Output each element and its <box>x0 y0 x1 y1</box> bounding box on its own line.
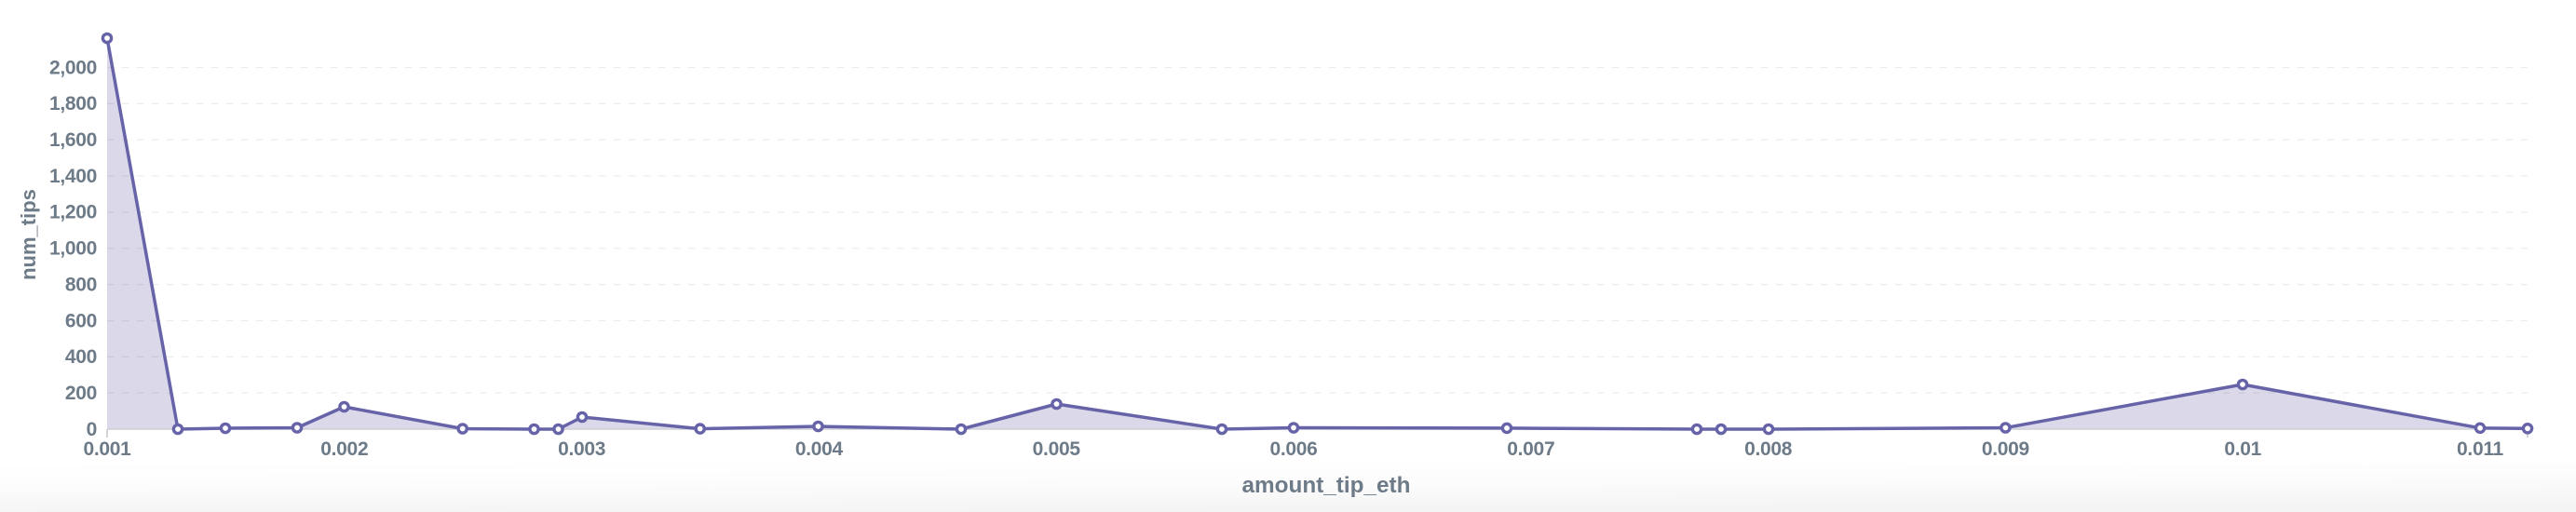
svg-text:amount_tip_eth: amount_tip_eth <box>1242 473 1411 498</box>
svg-text:2,000: 2,000 <box>49 57 97 78</box>
svg-text:0.003: 0.003 <box>558 438 605 460</box>
svg-text:0.006: 0.006 <box>1269 438 1317 460</box>
svg-text:0: 0 <box>87 419 97 440</box>
svg-text:0.002: 0.002 <box>320 438 368 460</box>
svg-text:0.007: 0.007 <box>1507 438 1554 460</box>
svg-text:1,000: 1,000 <box>49 238 97 260</box>
svg-text:0.001: 0.001 <box>83 438 131 460</box>
svg-text:0.009: 0.009 <box>1982 438 2029 460</box>
svg-text:200: 200 <box>65 383 97 404</box>
svg-text:0.011: 0.011 <box>2457 438 2504 460</box>
svg-text:0.01: 0.01 <box>2224 438 2261 460</box>
svg-text:num_tips: num_tips <box>17 189 40 280</box>
svg-text:1,600: 1,600 <box>49 129 97 151</box>
svg-text:0.008: 0.008 <box>1744 438 1793 460</box>
svg-text:0.004: 0.004 <box>795 438 844 460</box>
svg-text:400: 400 <box>65 346 97 368</box>
svg-text:1,800: 1,800 <box>49 93 97 115</box>
svg-text:0.005: 0.005 <box>1033 438 1081 460</box>
svg-text:600: 600 <box>65 310 97 331</box>
svg-text:800: 800 <box>65 274 97 295</box>
svg-text:1,200: 1,200 <box>49 202 97 223</box>
svg-text:1,400: 1,400 <box>49 166 97 187</box>
